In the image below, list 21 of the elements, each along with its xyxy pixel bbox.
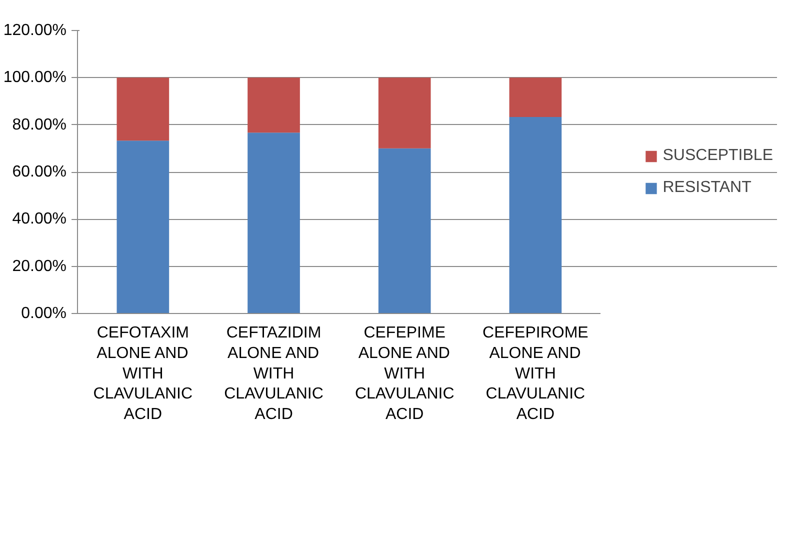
bar — [378, 78, 431, 148]
y-tick-label: 20.00% — [12, 258, 66, 275]
y-tick-label: 40.00% — [12, 210, 66, 228]
x-tick-label: CEFEPIROME ALONE AND WITH CLAVULANIC ACID — [482, 324, 588, 424]
bar — [116, 78, 170, 141]
x-tick-label: CEFEPIME ALONE AND WITH CLAVULANIC ACID — [354, 324, 454, 424]
x-tick-label: CEFOTAXIM ALONE AND WITH CLAVULANIC ACID — [93, 324, 193, 424]
y-tick-label: 120.00% — [3, 22, 67, 39]
legend-label: SUSCEPTIBLE — [662, 146, 773, 164]
y-tick-label: 0.00% — [21, 305, 67, 322]
bar — [509, 78, 562, 118]
bar — [378, 148, 431, 314]
y-tick-label: 100.00% — [3, 69, 67, 86]
bar — [116, 140, 170, 314]
bar — [509, 117, 562, 314]
bar — [248, 132, 300, 314]
y-tick-label: 80.00% — [12, 116, 66, 134]
y-tick-label: 60.00% — [12, 164, 66, 180]
legend-label: RESISTANT — [662, 178, 752, 196]
x-tick-label: CEFTAZIDIM ALONE AND WITH CLAVULANIC ACID — [224, 324, 324, 424]
bar — [248, 78, 300, 133]
